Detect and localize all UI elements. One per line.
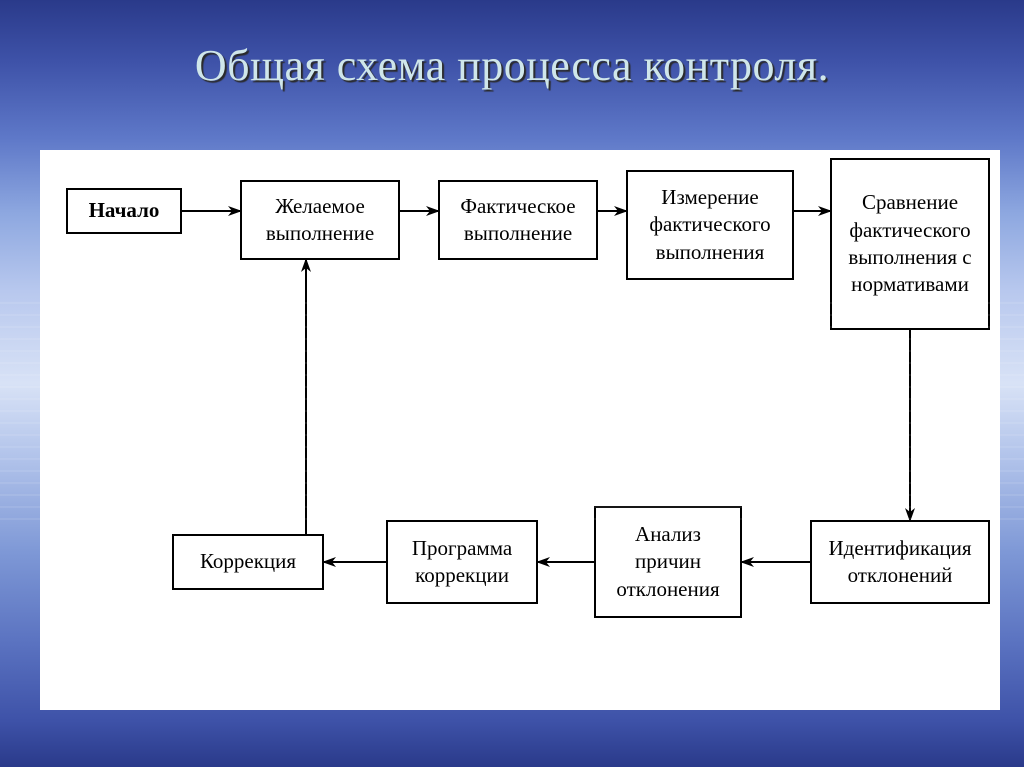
node-start: Начало	[66, 188, 182, 234]
node-label: Идентификация отклонений	[818, 535, 982, 590]
node-compare: Сравнение фактического выполнения с норм…	[830, 158, 990, 330]
node-desired: Желаемое выполнение	[240, 180, 400, 260]
node-label: Программа коррекции	[394, 535, 530, 590]
slide: Общая схема процесса контроля. Начало Же…	[0, 0, 1024, 767]
node-program: Программа коррекции	[386, 520, 538, 604]
node-label: Желаемое выполнение	[248, 193, 392, 248]
node-label: Коррекция	[200, 548, 296, 575]
node-analyze: Анализ причин отклонения	[594, 506, 742, 618]
node-correct: Коррекция	[172, 534, 324, 590]
node-label: Начало	[89, 197, 160, 224]
node-label: Анализ причин отклонения	[602, 521, 734, 603]
slide-title: Общая схема процесса контроля.	[0, 40, 1024, 91]
node-identify: Идентификация отклонений	[810, 520, 990, 604]
flowchart-canvas: Начало Желаемое выполнение Фактическое в…	[40, 150, 1000, 710]
node-actual: Фактическое выполнение	[438, 180, 598, 260]
node-label: Фактическое выполнение	[446, 193, 590, 248]
node-label: Измерение фактического выполнения	[634, 184, 786, 266]
node-label: Сравнение фактического выполнения с норм…	[838, 189, 982, 298]
node-measure: Измерение фактического выполнения	[626, 170, 794, 280]
